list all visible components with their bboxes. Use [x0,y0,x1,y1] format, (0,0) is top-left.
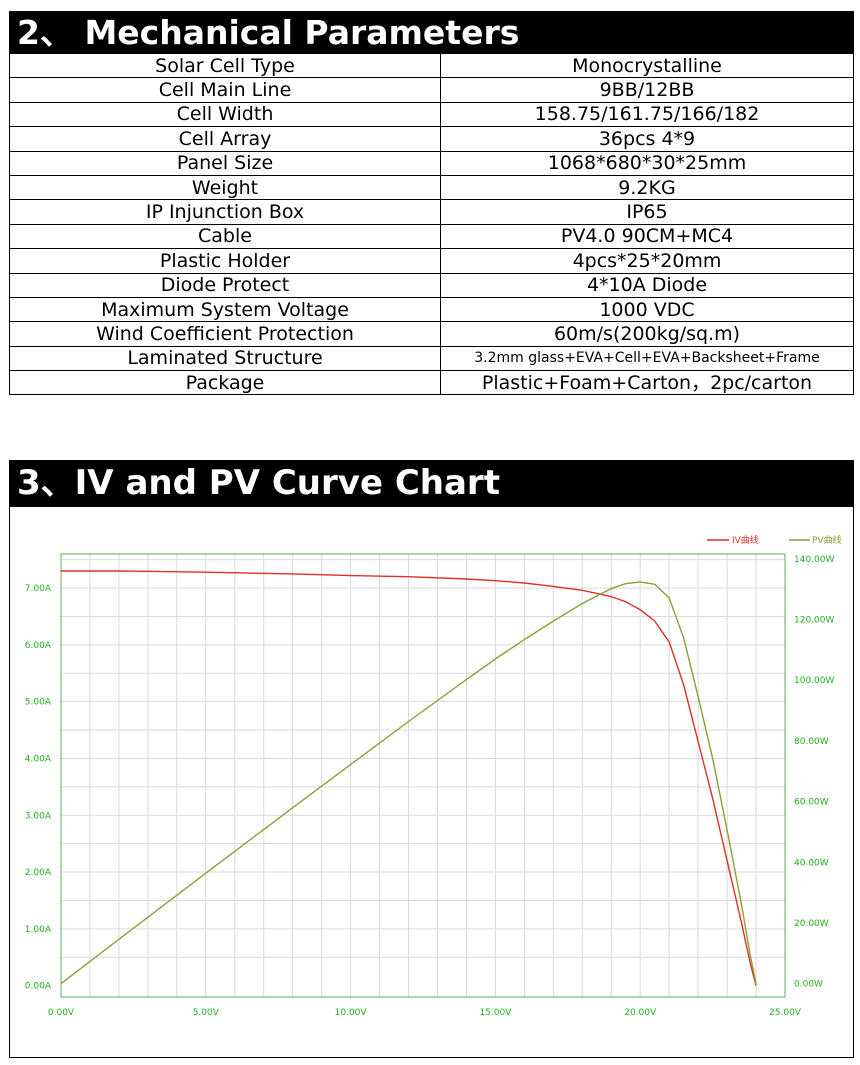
param-label: Cell Main Line [9,77,441,103]
series-line-pv [60,581,757,985]
y2-tick-label: 20.00W [794,919,829,929]
param-label: Diode Protect [9,272,441,298]
x-tick-label: 25.00V [769,1008,802,1018]
param-value: 9.2KG [440,174,854,201]
param-row: Wind Coefficient Protection 60m/s(200kg/s… [9,321,854,347]
param-row: Cable PV4.0 90CM+MC4 [9,223,854,250]
y-tick-label: 6.00A [25,641,52,651]
iv-pv-chart-frame: 0.00A 1.00A 2.00A 3.00A 4.00A 5.00A 6.00A 7.00A… [9,506,854,1058]
param-value: 4*10A Diode [440,272,854,298]
param-row: Solar Cell Type Monocrystalline [9,52,854,79]
param-label: Panel Size [9,150,441,176]
y-tick-label: 7.00A [25,584,52,594]
param-row: Laminated Structure 3.2mm glass+EVA+Cell+… [9,345,854,372]
x-tick-label: 10.00V [335,1008,368,1018]
param-row: Cell Main Line 9BB/12BB [9,77,854,103]
y2-tick-label: 60.00W [794,798,829,808]
mechanical-parameters-table: Solar Cell Type Monocrystalline Cell Main … [9,52,854,396]
param-value: 1068*680*30*25mm [440,150,854,176]
y2-tick-label: 100.00W [794,676,834,686]
y-tick-label: 2.00A [25,868,52,878]
param-row: Panel Size 1068*680*30*25mm [9,150,854,176]
y-tick-label: 0.00A [25,982,52,992]
param-label: Cell Width [9,101,441,128]
y2-tick-label: 140.00W [794,555,834,565]
iv-pv-chart: 0.00A 1.00A 2.00A 3.00A 4.00A 5.00A 6.00A 7.00A… [25,534,842,1018]
x-tick-label: 0.00V [48,1008,75,1018]
param-value: 3.2mm glass+EVA+Cell+EVA+Backsheet+Frame [440,345,854,372]
param-value: 158.75/161.75/166/182 [440,101,854,128]
legend-label: PV曲线 [812,534,842,546]
param-row: IP Injunction Box IP65 [9,199,854,225]
param-value: 60m/s(200kg/sq.m) [440,321,854,347]
y2-tick-label: 120.00W [794,616,834,626]
y-tick-label: 3.00A [25,811,52,821]
param-value: Plastic+Foam+Carton，2pc/carton [440,370,854,396]
param-label: Wind Coefficient Protection [9,321,441,347]
param-row: Maximum System Voltage 1000 VDC [9,296,854,323]
section-2-title: 2、 Mechanical Parameters [17,13,520,52]
param-label: Solar Cell Type [9,52,441,79]
section-3-title: 3、IV and PV Curve Chart [17,463,500,503]
y2-tick-label: 0.00W [794,980,823,990]
y-tick-label: 4.00A [25,754,52,764]
param-value: IP65 [440,199,854,225]
param-value: PV4.0 90CM+MC4 [440,223,854,250]
param-row: Cell Width 158.75/161.75/166/182 [9,101,854,128]
y-tick-label: 1.00A [25,925,52,935]
param-value: 4pcs*25*20mm [440,248,854,274]
param-label: Cable [9,223,441,250]
param-label: Cell Array [9,126,441,152]
param-row: Weight 9.2KG [9,174,854,201]
series-line-iv [61,570,757,986]
param-row: Diode Protect 4*10A Diode [9,272,854,298]
section-3-heading: 3、IV and PV Curve Chart [9,460,854,506]
param-label: Maximum System Voltage [9,296,441,323]
param-value: 9BB/12BB [440,77,854,103]
param-value: Monocrystalline [440,52,854,79]
param-label: Package [9,370,441,396]
param-label: Plastic Holder [9,248,441,274]
param-label: Weight [9,174,441,201]
legend-label: IV曲线 [732,534,759,546]
plot-area-border [60,553,786,998]
param-value: 1000 VDC [440,296,854,323]
param-row: Cell Array 36pcs 4*9 [9,126,854,152]
section-2-heading: 2、 Mechanical Parameters [9,11,854,54]
param-row: Plastic Holder 4pcs*25*20mm [9,248,854,274]
param-label: Laminated Structure [9,345,441,372]
param-value: 36pcs 4*9 [440,126,854,152]
x-tick-label: 5.00V [193,1008,220,1018]
y2-tick-label: 40.00W [794,858,829,868]
param-row: Package Plastic+Foam+Carton，2pc/carton [9,370,854,396]
y2-tick-label: 80.00W [794,737,829,747]
x-tick-label: 20.00V [624,1008,657,1018]
x-tick-label: 15.00V [479,1008,512,1018]
param-label: IP Injunction Box [9,199,441,225]
y-tick-label: 5.00A [25,698,52,708]
